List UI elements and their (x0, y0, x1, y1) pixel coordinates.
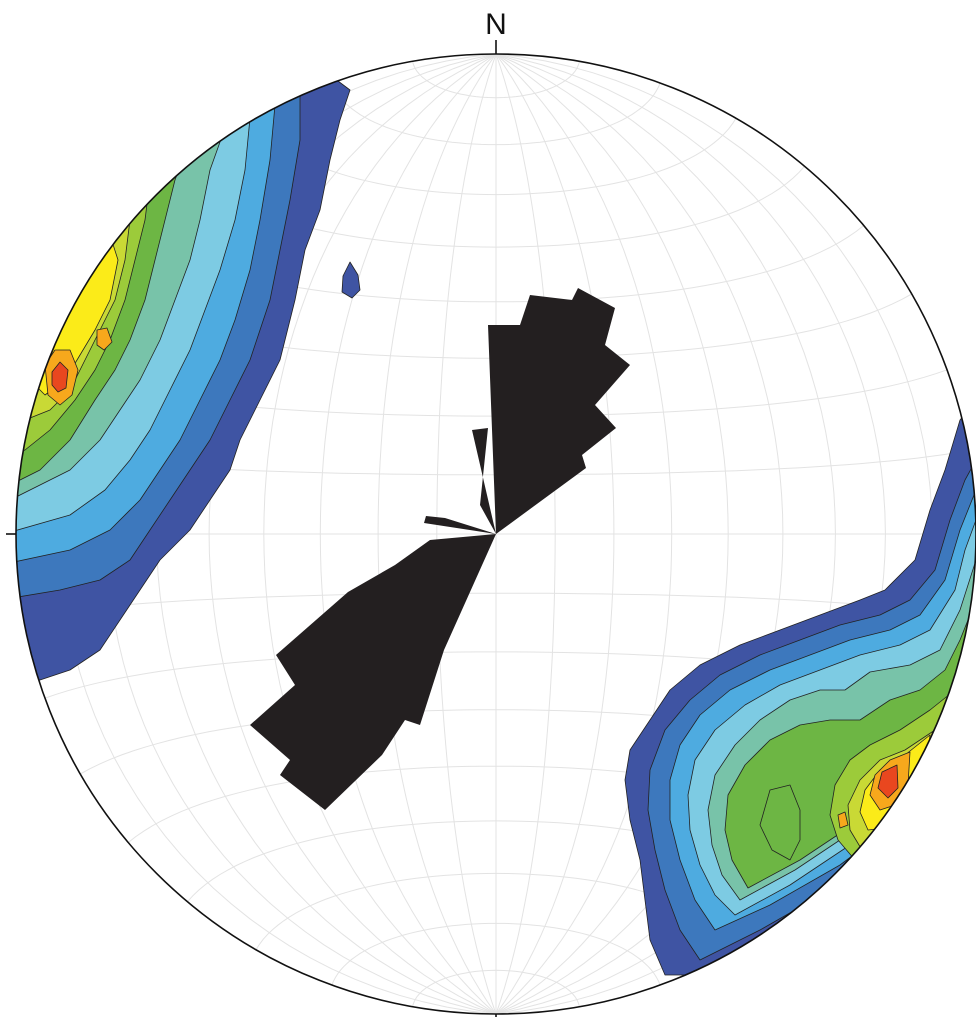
se-inner-patch (759, 784, 801, 861)
se-small-patch (837, 811, 849, 829)
se-contour-11 (877, 764, 899, 799)
nw-contour-11 (51, 361, 69, 393)
rose-petal-sw (250, 534, 496, 810)
nw-contour-10b (96, 327, 113, 351)
rose-petal-ne (488, 288, 630, 534)
strike-rose-diagram (250, 288, 630, 810)
north-label: N (485, 8, 507, 41)
rose-petal-nnw (472, 428, 496, 534)
rose-petal-w (424, 516, 496, 534)
nw-isolated-blob (341, 261, 361, 299)
